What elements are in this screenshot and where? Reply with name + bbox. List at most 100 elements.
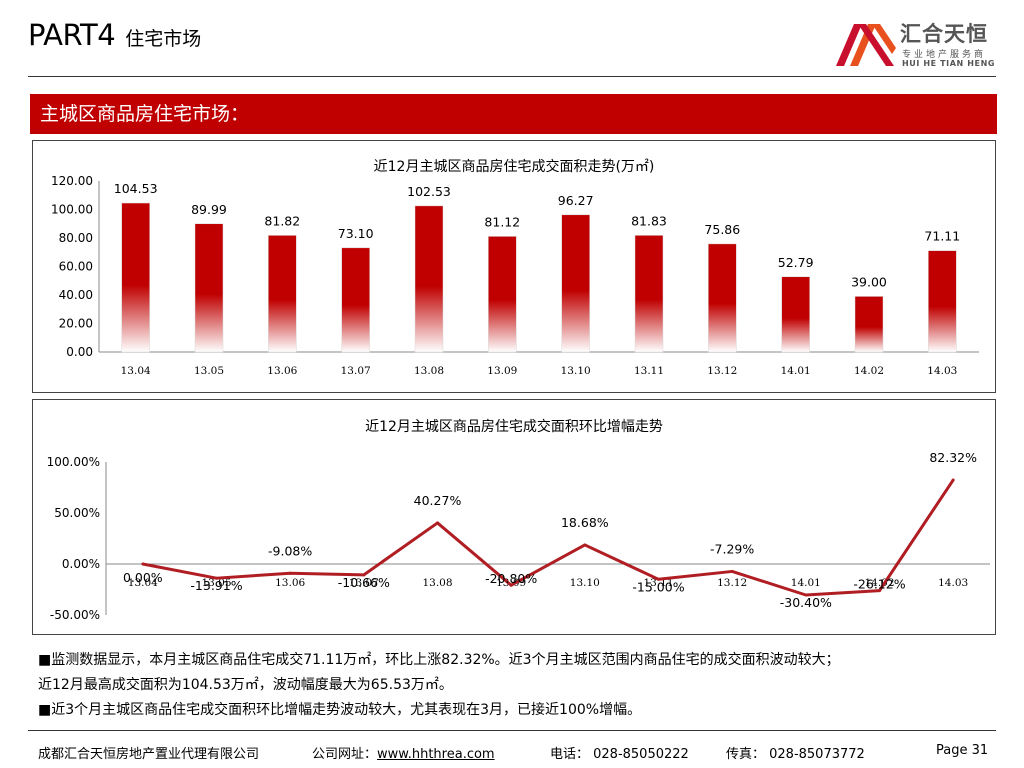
line-chart-title: 近12月主城区商品房住宅成交面积环比增幅走势: [365, 418, 663, 435]
bar-y-tick-label: 120.00: [51, 174, 93, 188]
line-data-label: -20.80%: [485, 571, 537, 586]
bar-13.12: [708, 243, 737, 353]
bar-y-tick-label: 40.00: [59, 288, 93, 302]
line-y-tick-label: 100.00%: [47, 455, 100, 469]
bar-y-tick-label: 80.00: [59, 231, 93, 245]
part-label: PART4: [28, 18, 116, 52]
bar-data-label: 75.86: [704, 222, 740, 237]
bar-x-tick-label: 14.03: [927, 365, 957, 377]
bar-chart-canvas: 近12月主城区商品房住宅成交面积走势(万㎡) 0.00 20.00 40.00 60.0…: [51, 158, 979, 377]
line-data-label: 0.00%: [123, 570, 163, 585]
bar-x-tick-label: 13.06: [267, 365, 297, 377]
area-bar-chart: 近12月主城区商品房住宅成交面积走势(万㎡) 0.00 20.00 40.00 60.0…: [32, 140, 996, 393]
bar-y-tick-label: 60.00: [59, 260, 93, 274]
bar-14.01: [781, 276, 810, 353]
bar-data-label: 89.99: [191, 202, 227, 217]
bar-13.06: [268, 235, 297, 353]
line-point-13.07: [362, 573, 366, 577]
line-x-tick-label: 13.04: [128, 577, 158, 589]
bar-data-label: 39.00: [851, 274, 887, 289]
line-data-label: -7.29%: [710, 541, 754, 556]
line-point-13.12: [730, 569, 734, 573]
footer-website-label: 公司网址：: [312, 747, 378, 762]
line-data-label: 40.27%: [414, 493, 462, 508]
bar-chart-title: 近12月主城区商品房住宅成交面积走势(万㎡): [374, 158, 655, 175]
bar-x-tick-label: 13.10: [561, 365, 591, 377]
line-point-13.10: [583, 543, 587, 547]
bar-y-tick-label: 0.00: [66, 345, 93, 359]
bar-x-tick-label: 13.08: [414, 365, 444, 377]
footer-divider: [28, 730, 996, 731]
bar-14.02: [854, 296, 884, 353]
summary-line-3: ■近3个月主城区商品住宅成交面积环比增幅走势波动较大，尤其表现在3月，已接近10…: [38, 702, 642, 718]
website-link[interactable]: www.hhthrea.com: [377, 747, 495, 762]
bar-data-label: 96.27: [558, 193, 594, 208]
line-y-tick-label: 50.00%: [54, 506, 100, 520]
page-title: PART4 住宅市场: [28, 18, 201, 52]
line-x-tick-label: 13.06: [275, 577, 305, 589]
footer-phone: 电话： 028-85050222: [550, 747, 689, 762]
bar-13.08: [414, 205, 444, 353]
line-point-13.08: [436, 521, 439, 525]
line-data-label: -26.12%: [853, 577, 905, 592]
footer-website: 公司网址：www.hhthrea.com: [312, 743, 495, 762]
bar-data-label: 81.82: [264, 213, 300, 228]
bar-13.07: [341, 247, 370, 353]
line-data-label: 82.32%: [929, 450, 977, 465]
bar-data-label: 81.12: [484, 214, 520, 229]
bar-data-label: 52.79: [778, 255, 814, 270]
bar-x-tick-label: 14.02: [854, 365, 884, 377]
line-data-label: 18.68%: [561, 515, 609, 530]
line-point-14.03: [951, 478, 955, 482]
line-point-13.06: [288, 571, 292, 575]
bar-x-tick-label: 13.07: [341, 365, 371, 377]
line-x-tick-label: 13.05: [201, 577, 231, 589]
section-banner: 主城区商品房住宅市场：: [30, 94, 997, 134]
line-x-tick-label: 13.10: [570, 577, 600, 589]
summary-line-1: ■监测数据显示，本月主城区商品住宅成交71.11万㎡，环比上涨82.32%。近3…: [38, 652, 840, 668]
line-x-tick-label: 13.12: [717, 577, 747, 589]
bar-x-tick-label: 14.01: [781, 365, 811, 377]
bar-14.03: [928, 250, 957, 353]
line-y-tick-label: 0.00%: [62, 557, 100, 571]
bar-x-tick-label: 13.05: [194, 365, 224, 377]
line-data-label: -13.91%: [190, 578, 242, 593]
line-x-tick-label: 13.08: [422, 577, 452, 589]
line-x-tick-label: 14.01: [791, 577, 821, 589]
line-point-13.04: [141, 562, 145, 566]
bar-data-label: 71.11: [924, 229, 960, 244]
line-x-tick-label: 13.07: [349, 577, 379, 589]
bar-data-label: 81.83: [631, 213, 667, 228]
bar-13.10: [561, 214, 590, 353]
bar-13.05: [194, 223, 224, 353]
bar-x-tick-label: 13.04: [121, 365, 151, 377]
logo-tagline: 专业地产服务商: [902, 50, 987, 60]
line-point-13.11: [657, 577, 660, 581]
footer-company: 成都汇合天恒房地产置业代理有限公司: [38, 747, 260, 762]
line-data-label: -9.08%: [268, 543, 312, 558]
logo-mark-icon: [836, 24, 896, 66]
line-x-tick-label: 14.03: [938, 577, 968, 589]
footer-fax: 传真： 028-85073772: [726, 747, 865, 762]
line-chart-canvas: 近12月主城区商品房住宅成交面积环比增幅走势 -50.00% 0.00% 50.00%…: [47, 418, 990, 622]
summary-text: ■监测数据显示，本月主城区商品住宅成交71.11万㎡，环比上涨82.32%。近3…: [38, 648, 1008, 723]
summary-line-2: 近12月最高成交面积为104.53万㎡，波动幅度最大为65.53万㎡。: [38, 677, 453, 693]
bar-data-label: 102.53: [407, 184, 451, 199]
line-data-label: -10.66%: [338, 575, 390, 590]
bar-x-tick-label: 13.12: [707, 365, 737, 377]
growth-line-chart: 近12月主城区商品房住宅成交面积环比增幅走势 -50.00% 0.00% 50.00%…: [32, 399, 996, 635]
bar-x-tick-label: 13.09: [487, 365, 517, 377]
header-divider: [28, 76, 996, 77]
logo-en-name: HUI HE TIAN HENG: [902, 59, 996, 68]
bar-y-tick-label: 100.00: [51, 203, 93, 217]
line-data-label: -15.00%: [632, 579, 684, 594]
line-point-13.05: [215, 576, 218, 580]
bar-13.09: [488, 236, 517, 353]
part-subtitle: 住宅市场: [125, 28, 202, 50]
line-point-14.01: [804, 593, 808, 597]
bar-x-tick-label: 13.11: [634, 365, 664, 377]
bar-data-label: 73.10: [338, 226, 374, 241]
company-logo: 汇合天恒 专业地产服务商 HUI HE TIAN HENG: [836, 18, 996, 70]
logo-cn-name: 汇合天恒: [900, 22, 988, 46]
footer-page-number: Page 31: [936, 743, 989, 758]
